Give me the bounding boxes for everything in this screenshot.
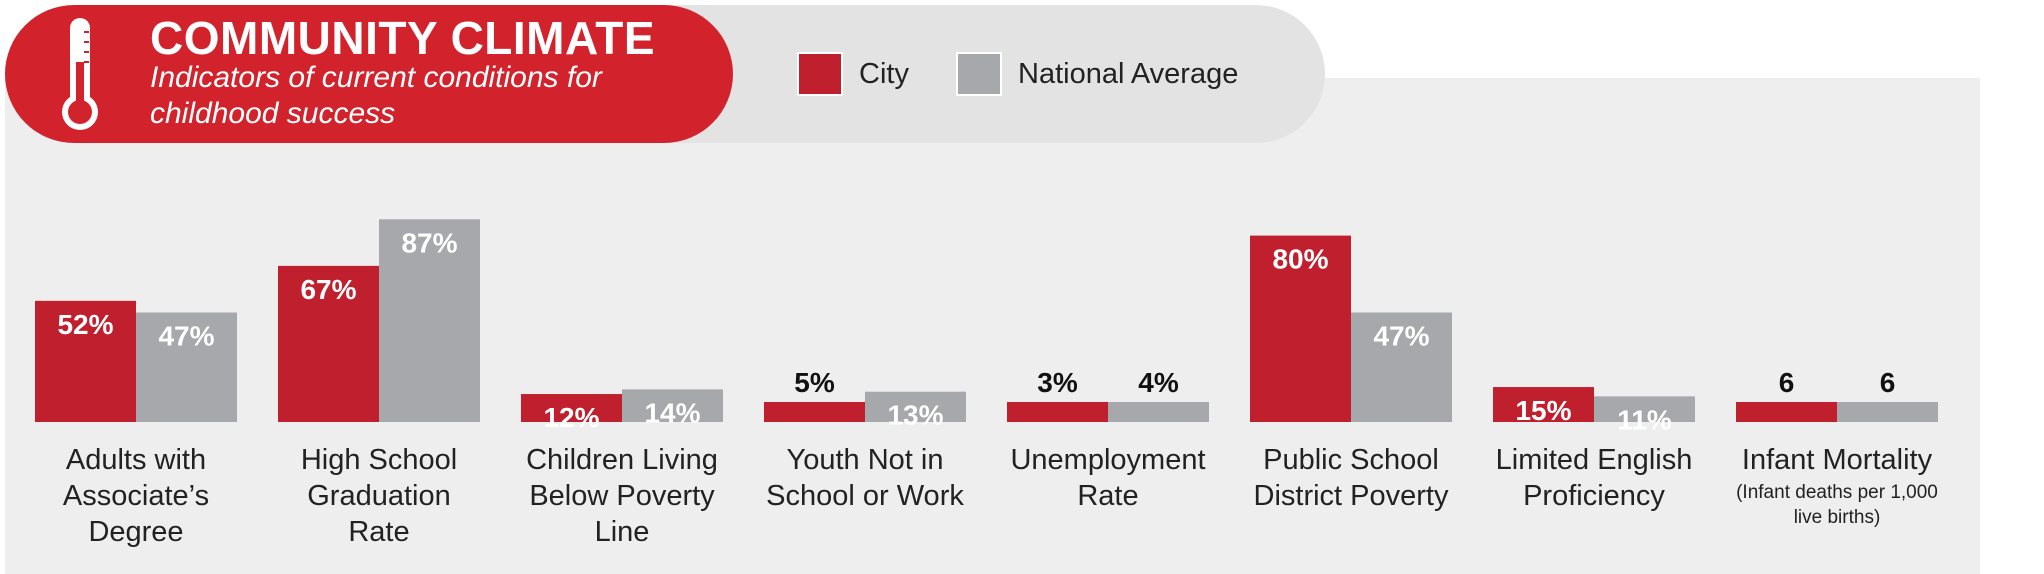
data-label-city-1: 67% — [300, 274, 356, 305]
data-label-city-6: 15% — [1515, 395, 1571, 426]
chart-title: COMMUNITY CLIMATE — [150, 12, 656, 64]
category-label-6: Limited English Proficiency — [1487, 442, 1702, 514]
bar-city-4 — [1007, 402, 1108, 422]
data-label-national-3: 13% — [887, 400, 943, 431]
category-label-1: High School Graduation Rate — [284, 442, 474, 550]
bar-city-2 — [521, 394, 622, 422]
bar-city-5 — [1250, 235, 1351, 422]
legend-swatch-city — [797, 52, 843, 96]
chart-subtitle: Indicators of current conditions for chi… — [150, 61, 602, 130]
category-name: Children Living Below Poverty Line — [526, 444, 718, 548]
thermometer-icon — [62, 18, 98, 130]
bar-national-4 — [1108, 402, 1209, 422]
category-label-0: Adults with Associate’s Degree — [51, 442, 221, 550]
category-note: (Infant deaths per 1,000 live births) — [1736, 482, 1938, 528]
category-name: Youth Not in School or Work — [766, 444, 964, 512]
legend-label-city: City — [859, 57, 909, 90]
data-label-city-0: 52% — [57, 309, 113, 340]
title-banner — [5, 5, 733, 143]
category-label-4: Unemployment Rate — [1006, 442, 1211, 514]
category-label-7: Infant Mortality (Infant deaths per 1,000… — [1730, 442, 1945, 530]
bar-city-1 — [278, 265, 379, 422]
data-label-city-4: 3% — [1037, 367, 1078, 398]
data-label-national-7: 6 — [1880, 367, 1896, 398]
bar-city-6 — [1493, 387, 1594, 422]
data-label-national-4: 4% — [1138, 367, 1179, 398]
bar-national-0 — [136, 312, 237, 422]
category-name: Adults with Associate’s Degree — [62, 444, 210, 548]
data-label-city-5: 80% — [1272, 244, 1328, 275]
category-label-2: Children Living Below Poverty Line — [512, 442, 732, 550]
legend-swatch-national — [956, 52, 1002, 96]
data-label-city-2: 12% — [543, 402, 599, 433]
legend-item-national: National Average — [956, 52, 1238, 96]
bar-national-1 — [379, 219, 480, 422]
data-label-national-1: 87% — [401, 227, 457, 258]
bar-national-7 — [1837, 402, 1938, 422]
bar-national-5 — [1351, 312, 1452, 422]
bar-national-2 — [622, 389, 723, 422]
legend-item-city: City — [797, 52, 909, 96]
bar-national-6 — [1594, 396, 1695, 422]
bar-city-0 — [35, 300, 136, 422]
category-label-5: Public School District Poverty — [1244, 442, 1459, 514]
category-name: Infant Mortality — [1741, 444, 1933, 476]
category-name: Unemployment Rate — [1010, 444, 1206, 512]
category-name: Limited English Proficiency — [1495, 444, 1693, 512]
category-name: High School Graduation Rate — [300, 444, 458, 548]
category-label-3: Youth Not in School or Work — [758, 442, 973, 514]
legend-label-national: National Average — [1018, 57, 1239, 90]
data-label-national-2: 14% — [644, 397, 700, 428]
data-label-national-6: 11% — [1617, 404, 1672, 435]
bar-city-7 — [1736, 402, 1837, 422]
data-label-city-7: 6 — [1779, 367, 1795, 398]
bar-national-3 — [865, 391, 966, 422]
data-label-national-5: 47% — [1373, 320, 1429, 351]
data-label-city-3: 5% — [794, 367, 835, 398]
bar-city-3 — [764, 402, 865, 422]
category-name: Public School District Poverty — [1253, 444, 1449, 512]
data-label-national-0: 47% — [158, 320, 214, 351]
